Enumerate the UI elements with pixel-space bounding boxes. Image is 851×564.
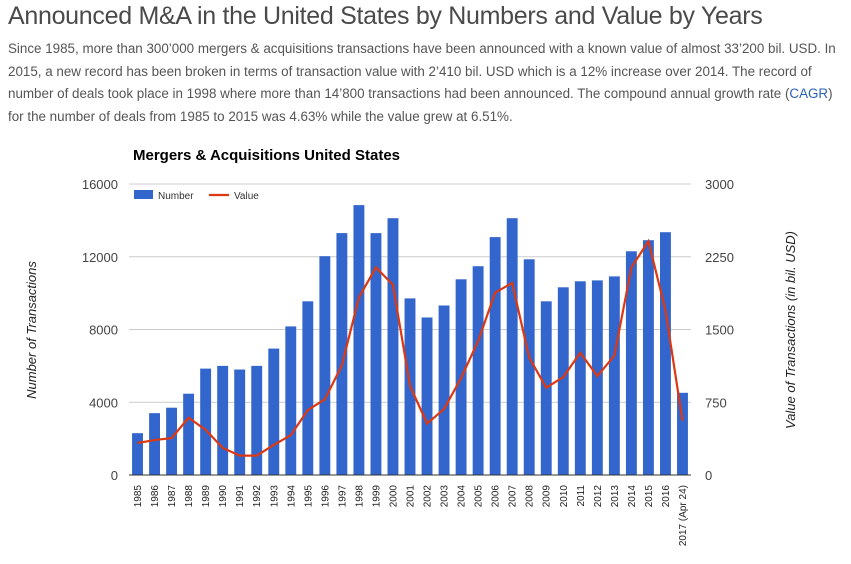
y2-tick-label: 2250 [705,250,734,265]
bar-2014 [625,251,637,475]
y2-axis-title: Value of Transactions (in bil. USD) [783,231,798,429]
x-tick-label: 1986 [150,485,161,508]
bar-2008 [523,259,535,475]
bar-1990 [217,365,229,475]
bar-1991 [234,369,246,475]
x-tick-label: 1999 [371,485,382,508]
x-tick-label: 1995 [303,485,314,508]
x-tick-label: 2000 [388,485,399,508]
bar-2016 [660,232,671,475]
x-tick-label: 2002 [423,485,434,508]
x-tick-label: 2004 [457,485,468,508]
y2-tick-label: 1500 [705,323,734,338]
x-tick-label: 1991 [235,485,246,508]
bar-2017 (Apr 24) [677,392,688,475]
bar-2013 [608,276,620,475]
x-tick-label: 2006 [491,485,502,508]
bar-2005 [472,266,484,475]
bar-1986 [149,413,160,475]
bar-2015 [642,240,654,475]
bar-1992 [251,365,263,475]
bar-1999 [370,233,382,475]
x-tick-label: 1988 [184,485,195,508]
x-tick-label: 2017 (Apr 24) [678,485,689,546]
y2-tick-label: 0 [705,468,712,483]
bar-2007 [506,218,518,475]
y-tick-label: 0 [111,468,118,483]
page-title: Announced M&A in the United States by Nu… [8,2,763,30]
intro-text: Since 1985, more than 300’000 mergers & … [8,41,836,102]
x-tick-label: 2005 [474,485,485,508]
x-tick-label: 2012 [593,485,604,508]
x-tick-label: 2007 [508,485,519,508]
x-tick-label: 2009 [542,485,553,508]
y-axis-title: Number of Transactions [24,261,39,399]
y-tick-label: 12000 [82,250,118,265]
x-tick-label: 1997 [337,485,348,508]
x-tick-label: 2010 [559,485,570,508]
bar-2002 [421,317,433,475]
y-tick-label: 4000 [89,395,118,410]
y2-tick-label: 750 [705,395,727,410]
bar-1996 [319,256,331,475]
x-tick-label: 2003 [440,485,451,508]
x-tick-label: 1985 [133,485,144,508]
y-tick-label: 16000 [82,177,118,192]
bar-2011 [574,281,586,475]
bar-1994 [285,326,297,475]
x-tick-label: 2015 [644,485,655,508]
x-tick-label: 1998 [354,485,365,508]
bar-2006 [489,237,501,475]
bar-1998 [353,205,365,475]
intro-text-end: ) for the number of deals from 1985 to 2… [8,86,833,124]
x-tick-label: 2001 [406,485,417,508]
x-tick-label: 1992 [252,485,263,508]
chart-title: Mergers & Acquisitions United States [133,147,400,164]
legend-number-swatch [134,190,153,199]
legend-value-label: Value [234,191,259,202]
bar-1988 [183,393,195,475]
x-tick-label: 2014 [627,485,638,508]
x-tick-label: 1987 [167,485,178,508]
bar-2003 [438,305,450,475]
x-tick-label: 2016 [661,485,672,508]
x-tick-label: 2011 [576,485,587,507]
x-tick-label: 1994 [286,485,297,508]
cagr-link[interactable]: CAGR [789,86,829,102]
x-tick-label: 2008 [525,485,536,508]
x-tick-label: 2013 [610,485,621,508]
y-tick-label: 8000 [89,323,118,338]
legend-number-label: Number [158,191,194,202]
y2-tick-label: 3000 [705,177,734,192]
bar-2010 [557,287,569,475]
bar-2000 [387,218,399,475]
bar-1993 [268,348,280,475]
bar-1987 [166,407,178,475]
bar-1989 [200,368,212,475]
x-tick-label: 1993 [269,485,280,508]
x-tick-label: 1989 [201,485,212,508]
bar-1997 [336,233,348,475]
intro-paragraph: Since 1985, more than 300’000 mergers & … [8,38,848,128]
bar-1985 [132,433,143,475]
bar-1995 [302,301,314,475]
x-tick-label: 1990 [218,485,229,508]
x-tick-label: 1996 [320,485,331,508]
